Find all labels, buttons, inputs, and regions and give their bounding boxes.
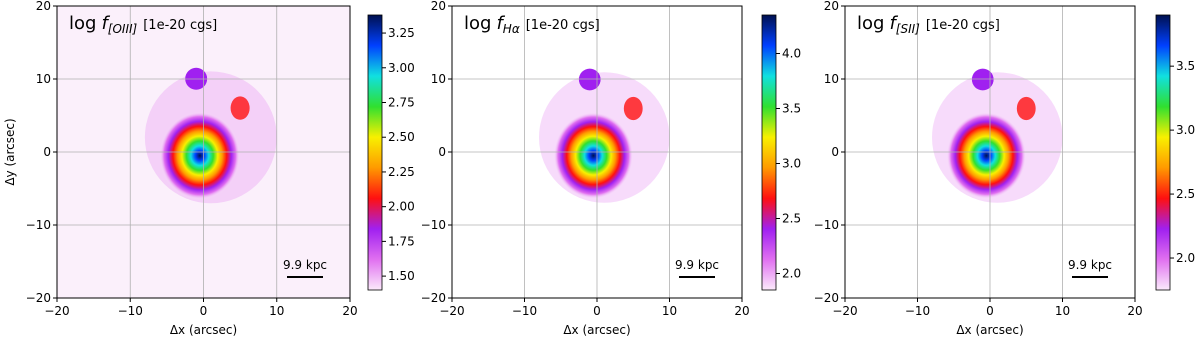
y-tick-label: 20 [36,0,51,13]
colorbar-tick-label: 1.50 [388,269,415,283]
y-tick-label: 0 [831,145,839,159]
x-axis-label: Δx (arcsec) [563,323,630,337]
y-tick-label: 0 [438,145,446,159]
x-axis-label: Δx (arcsec) [956,323,1023,337]
colorbar-tick-label: 4.0 [782,47,801,61]
colorbar-tick-label: 2.0 [1176,251,1195,265]
x-axis-label: Δx (arcsec) [170,323,237,337]
emission-core [553,112,634,200]
emission-knot [578,68,601,91]
emission-core [946,112,1027,200]
colorbar [367,14,383,291]
x-tick-label: −20 [44,304,69,318]
colorbar-tick-label: 3.0 [782,157,801,171]
title-symbol: f [496,13,505,34]
y-tick-label: −20 [814,291,839,305]
colorbar-tick-label: 3.00 [388,61,415,75]
colorbar-tick-label: 3.25 [388,26,415,40]
title-units: [1e-20 cgs] [143,18,217,33]
x-tick-label: 10 [662,304,677,318]
y-tick-label: −10 [421,218,446,232]
emission-knot [230,96,250,120]
x-tick-label: 20 [734,304,749,318]
colorbar-tick-label: 2.00 [388,200,415,214]
y-tick-label: 0 [43,145,51,159]
x-tick-label: −20 [832,304,857,318]
colorbar-tick-label: 2.5 [782,212,801,226]
x-tick-label: −10 [118,304,143,318]
title-symbol: f [101,13,110,34]
panel-title: log f[OIII] [1e-20 cgs] [69,13,217,36]
x-tick-label: 0 [986,304,994,318]
x-tick-label: −20 [439,304,464,318]
title-units: [1e-20 cgs] [526,18,600,33]
x-tick-label: −10 [512,304,537,318]
x-tick-label: 20 [1127,304,1142,318]
title-units: [1e-20 cgs] [926,18,1000,33]
y-axis-label: Δy (arcsec) [3,118,17,185]
emission-knot [1016,96,1036,121]
y-tick-label: −10 [814,218,839,232]
axes-frame [451,5,743,299]
colorbar [761,14,777,291]
y-tick-label: −20 [26,291,51,305]
colorbar-tick-label: 1.75 [388,234,415,248]
x-tick-label: 20 [342,304,357,318]
x-tick-label: 10 [269,304,284,318]
colorbar-tick-label: 2.25 [388,165,415,179]
colorbar [1155,14,1171,291]
axes-frame [844,5,1136,299]
title-log: log [857,13,884,34]
y-tick-label: −20 [421,291,446,305]
colorbar-tick-label: 2.0 [782,267,801,281]
axes-frame [56,5,351,299]
y-tick-label: 20 [824,0,839,13]
scale-bar-label: 9.9 kpc [1068,258,1112,272]
y-tick-label: −10 [26,218,51,232]
colorbar-tick-label: 3.5 [782,102,801,116]
colorbar-tick-label: 2.75 [388,96,415,110]
y-tick-label: 20 [431,0,446,13]
emission-knot [623,96,643,121]
y-tick-label: 10 [36,72,51,86]
scale-bar-label: 9.9 kpc [675,258,719,272]
x-tick-label: 0 [200,304,208,318]
x-tick-label: 0 [593,304,601,318]
y-tick-label: 10 [431,72,446,86]
y-tick-label: 10 [824,72,839,86]
panel-title: log fHα [1e-20 cgs] [464,13,600,36]
title-log: log [464,13,491,34]
title-subscript: [SII] [896,22,920,36]
title-subscript: [OIII] [108,22,138,36]
panel-title: log f[SII] [1e-20 cgs] [857,13,1000,36]
scale-bar-label: 9.9 kpc [283,258,327,272]
colorbar-tick-label: 2.50 [388,130,415,144]
title-log: log [69,13,96,34]
title-subscript: Hα [503,22,520,36]
x-tick-label: 10 [1055,304,1070,318]
x-tick-label: −10 [905,304,930,318]
colorbar-tick-label: 2.5 [1176,187,1195,201]
title-symbol: f [889,13,898,34]
colorbar-tick-label: 3.5 [1176,59,1195,73]
emission-core [159,111,241,200]
emission-knot [971,68,994,91]
colorbar-tick-label: 3.0 [1176,123,1195,137]
